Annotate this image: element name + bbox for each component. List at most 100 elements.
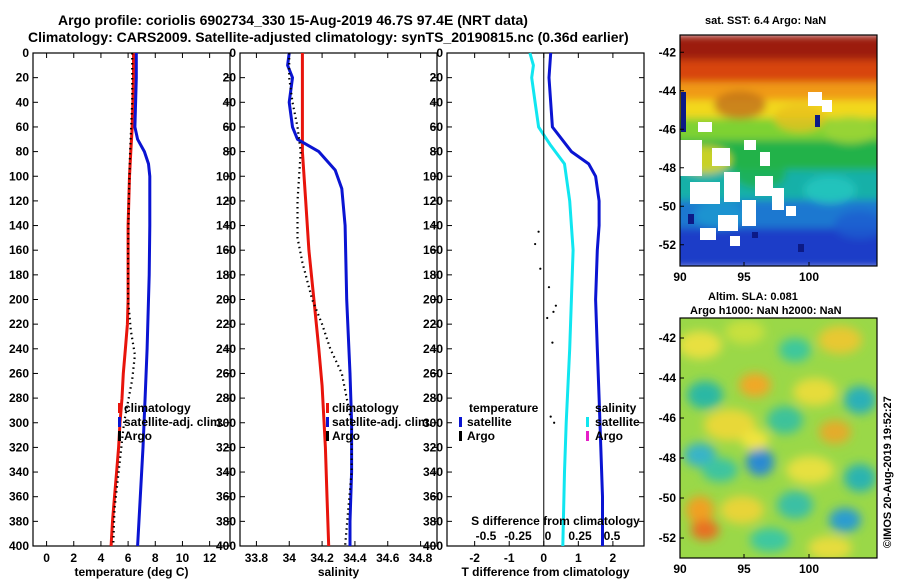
sla-blob xyxy=(687,381,723,409)
sst-cloud-patch xyxy=(822,100,832,112)
sst-cloud-patch xyxy=(808,92,822,106)
difference-ytick-label: 220 xyxy=(423,317,443,331)
salinity-ytick-label: 320 xyxy=(216,440,236,454)
temperature-ytick-label: 200 xyxy=(9,293,29,307)
difference-xtick-label: -2 xyxy=(469,551,480,565)
temperature-ytick-label: 320 xyxy=(9,440,29,454)
sst-map-field xyxy=(680,35,877,266)
difference-ytick-label: 100 xyxy=(423,169,443,183)
salinity-ytick-label: 400 xyxy=(216,539,236,553)
sst-cloud-patch xyxy=(755,176,773,196)
difference-series-satellite-salinity xyxy=(528,52,575,547)
salinity-ytick-label: 240 xyxy=(216,342,236,356)
difference-ytick-label: 240 xyxy=(423,342,443,356)
difference-series-satellite-temperature xyxy=(547,52,604,546)
salinity-legend-swatch xyxy=(326,403,329,413)
difference-xtick-label: -1 xyxy=(504,551,515,565)
sst-cloud-patch xyxy=(700,228,716,240)
sst-dark-pixel xyxy=(681,92,686,132)
temperature-ytick-label: 180 xyxy=(9,268,29,282)
difference-argo-dot xyxy=(546,316,549,320)
temperature-xtick-label: 2 xyxy=(70,551,77,565)
difference-ytick-label: 120 xyxy=(423,194,443,208)
temperature-legend-label: climatology xyxy=(124,401,191,415)
difference-legend-salinity-swatch xyxy=(586,417,589,427)
sla-map-field xyxy=(680,318,877,558)
difference-legend-salinity-label: satellite xyxy=(595,415,640,429)
salinity-ytick-label: 160 xyxy=(216,243,236,257)
sst-dark-pixel xyxy=(815,115,820,127)
salinity-ytick-label: 140 xyxy=(216,219,236,233)
difference-ytick-label: 300 xyxy=(423,416,443,430)
salinity-ytick-label: 60 xyxy=(223,120,237,134)
salinity-panel: 0 20 40 60 80 100 120 140 160 180 200 220 240 260 280 3… xyxy=(216,46,438,579)
difference-argo-dot xyxy=(547,286,551,289)
sla-blob xyxy=(691,520,719,540)
salinity-legend-label: climatology xyxy=(332,401,399,415)
sla-blob xyxy=(844,464,876,492)
difference-legend-temperature-label: satellite xyxy=(467,415,512,429)
temperature-xtick-label: 10 xyxy=(176,551,190,565)
temperature-ytick-label: 260 xyxy=(9,366,29,380)
difference-argo-dot xyxy=(549,415,552,418)
salinity-ytick-label: 200 xyxy=(216,293,236,307)
temperature-legend-label: Argo xyxy=(124,429,152,443)
salinity-ytick-label: 300 xyxy=(216,416,236,430)
difference-ytick-label: 20 xyxy=(430,71,444,85)
difference-ytick-label: 380 xyxy=(423,514,443,528)
sla-xtick-label: 100 xyxy=(799,562,819,576)
sla-blob xyxy=(829,508,861,532)
difference-ytick-label: 200 xyxy=(423,293,443,307)
sla-ytick-label: -48 xyxy=(659,451,677,465)
difference-legend-temperature-swatch xyxy=(459,417,462,427)
sla-blob xyxy=(725,320,765,344)
salinity-ytick-label: 180 xyxy=(216,268,236,282)
difference-ytick-label: 360 xyxy=(423,490,443,504)
sla-blob xyxy=(777,491,813,519)
salinity-ytick-label: 80 xyxy=(223,145,237,159)
difference-ytick-label: 160 xyxy=(423,243,443,257)
temperature-ytick-label: 120 xyxy=(9,194,29,208)
difference-s-tick-label: 0.5 xyxy=(604,529,621,543)
temperature-ytick-label: 300 xyxy=(9,416,29,430)
temperature-ytick-label: 80 xyxy=(16,145,30,159)
sst-map-panel: -42 -44 -46 -48 -50 -52 90 95 100 xyxy=(659,34,878,284)
sst-blob xyxy=(774,104,826,132)
sst-blob xyxy=(834,211,877,239)
salinity-ytick-label: 100 xyxy=(216,169,236,183)
sla-blobs xyxy=(680,320,876,558)
difference-legend-temperature-title: temperature xyxy=(469,401,539,415)
sst-blob xyxy=(824,116,876,144)
difference-panel: 0204060801001201401601802002202402602803… xyxy=(423,46,645,579)
temperature-ytick-label: 380 xyxy=(9,514,29,528)
difference-legend-salinity-label: Argo xyxy=(595,429,623,443)
sla-blob xyxy=(819,420,851,444)
difference-ytick-label: 0 xyxy=(436,46,443,60)
difference-argo-dot xyxy=(539,267,542,270)
sst-dark-pixel xyxy=(688,214,694,224)
temperature-series-satellite-adj-clim- xyxy=(133,53,152,547)
difference-ytick-label: 60 xyxy=(430,120,444,134)
salinity-xtick-label: 34.2 xyxy=(310,551,334,565)
sla-xtick-label: 95 xyxy=(737,562,751,576)
sst-ytick-label: -44 xyxy=(659,84,677,98)
difference-ytick-label: 180 xyxy=(423,268,443,282)
sla-ytick-label: -46 xyxy=(659,411,677,425)
sst-cloud-patch xyxy=(760,152,770,166)
sla-blob xyxy=(750,528,790,552)
salinity-ytick-label: 260 xyxy=(216,366,236,380)
sst-ytick-label: -52 xyxy=(659,238,677,252)
sla-blob xyxy=(684,443,716,467)
difference-legend-temperature-swatch xyxy=(459,431,462,441)
temperature-ytick-label: 220 xyxy=(9,317,29,331)
sla-blob xyxy=(793,378,837,406)
salinity-ytick-label: 360 xyxy=(216,490,236,504)
temperature-ytick-label: 340 xyxy=(9,465,29,479)
difference-ytick-label: 260 xyxy=(423,366,443,380)
difference-s-tick-label: 0 xyxy=(545,529,552,543)
sla-ytick-label: -50 xyxy=(659,491,677,505)
temperature-panel: 0204060801001201401601802002202402602803… xyxy=(9,46,231,579)
sst-ytick-label: -42 xyxy=(659,45,677,59)
difference-ytick-label: 320 xyxy=(423,440,443,454)
